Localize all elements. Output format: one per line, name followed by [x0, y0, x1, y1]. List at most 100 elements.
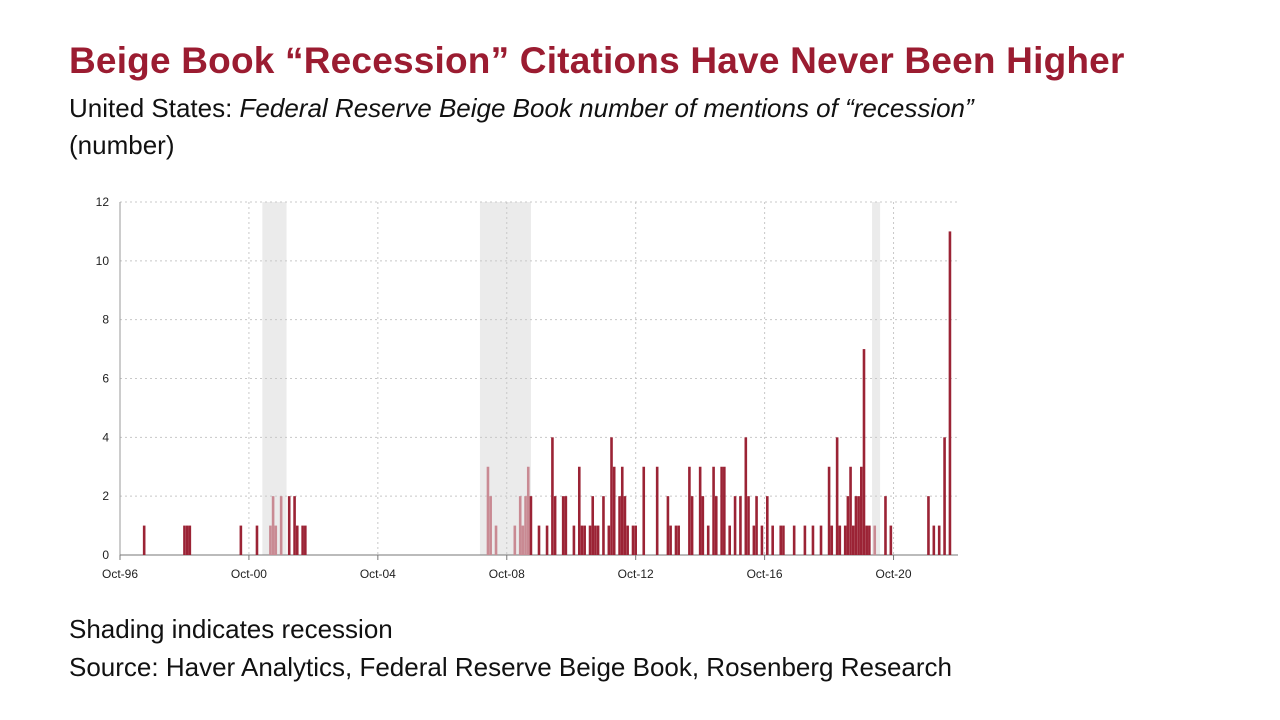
bar [513, 525, 517, 555]
bar [792, 525, 796, 555]
bar [610, 437, 613, 555]
bar [701, 496, 705, 555]
subtitle-unit: (number) [69, 130, 175, 160]
bar [803, 525, 807, 555]
bar [564, 496, 568, 555]
chart-subtitle: United States: Federal Reserve Beige Boo… [69, 90, 1189, 164]
bar [723, 466, 726, 555]
bar [588, 525, 592, 555]
x-tick-label: Oct-08 [489, 567, 525, 581]
page-title: Beige Book “Recession” Citations Have Ne… [69, 40, 1125, 81]
bar [714, 496, 718, 555]
bar [690, 496, 694, 555]
bar [526, 466, 530, 555]
bar [287, 496, 291, 555]
bar [271, 496, 275, 555]
bar [293, 496, 296, 555]
bar [868, 525, 871, 555]
shading-note: Shading indicates recession [69, 614, 393, 644]
bar [846, 496, 850, 555]
bar [239, 525, 243, 555]
bar [811, 525, 815, 555]
bar [521, 525, 525, 555]
bar [674, 525, 678, 555]
y-tick-label: 6 [102, 372, 109, 386]
bar [295, 525, 299, 555]
x-tick-label: Oct-20 [876, 567, 912, 581]
bar [854, 496, 858, 555]
bar [188, 525, 192, 555]
bar [524, 496, 527, 555]
bar [489, 496, 492, 555]
bar [739, 496, 742, 555]
bar [142, 525, 146, 555]
y-tick-label: 0 [102, 548, 109, 562]
bar [843, 525, 847, 555]
bar [529, 496, 533, 555]
bar [766, 496, 769, 555]
bar [857, 496, 860, 555]
bar [760, 525, 764, 555]
bar [849, 466, 852, 555]
y-tick-label: 8 [102, 313, 109, 327]
bar [873, 525, 877, 555]
bar [943, 437, 946, 555]
x-tick-label: Oct-00 [231, 567, 267, 581]
bar [771, 525, 774, 555]
bar [712, 466, 715, 555]
bar [819, 525, 823, 555]
bar [255, 525, 259, 555]
y-tick-label: 10 [96, 254, 110, 268]
bar [561, 496, 565, 555]
bar [631, 525, 635, 555]
bar [626, 525, 629, 555]
bar [932, 525, 936, 555]
bar [851, 525, 855, 555]
x-tick-label: Oct-96 [102, 567, 138, 581]
x-tick-label: Oct-04 [360, 567, 396, 581]
bar [537, 525, 541, 555]
bar [486, 466, 490, 555]
bar [580, 525, 584, 555]
bar [669, 525, 672, 555]
bar [607, 525, 611, 555]
bar [666, 496, 670, 555]
bar [279, 496, 283, 555]
bar [782, 525, 785, 555]
bar [602, 496, 605, 555]
bar [830, 525, 834, 555]
recession-mentions-chart: 0 2 4 6 8 10 12 Oct-96 Oct-00 Oct-04 Oct-08 Oct-12 O… [96, 195, 958, 581]
bar [752, 525, 756, 555]
bar [572, 525, 576, 555]
bar [688, 466, 691, 555]
bar [733, 496, 737, 555]
bar [827, 466, 831, 555]
bar [860, 466, 863, 555]
bar [706, 525, 710, 555]
bar [553, 496, 557, 555]
bar [838, 525, 842, 555]
y-tick-label: 2 [102, 489, 109, 503]
bar [269, 525, 272, 555]
bar [551, 437, 554, 555]
bar [620, 466, 624, 555]
bar [862, 349, 866, 555]
bar [948, 231, 952, 555]
bar [594, 525, 597, 555]
bar [274, 525, 278, 555]
subtitle-prefix: United States: [69, 93, 240, 123]
bar [937, 525, 941, 555]
bar [591, 496, 595, 555]
bar [545, 525, 549, 555]
bar [744, 437, 748, 555]
bar [494, 525, 498, 555]
x-tick-label: Oct-16 [747, 567, 783, 581]
bar [185, 525, 189, 555]
y-tick-label: 4 [102, 430, 109, 444]
bar [577, 466, 581, 555]
bar [304, 525, 307, 555]
bar [865, 525, 868, 555]
bar [301, 525, 304, 555]
y-tick-label: 12 [96, 195, 110, 209]
bar [755, 496, 758, 555]
